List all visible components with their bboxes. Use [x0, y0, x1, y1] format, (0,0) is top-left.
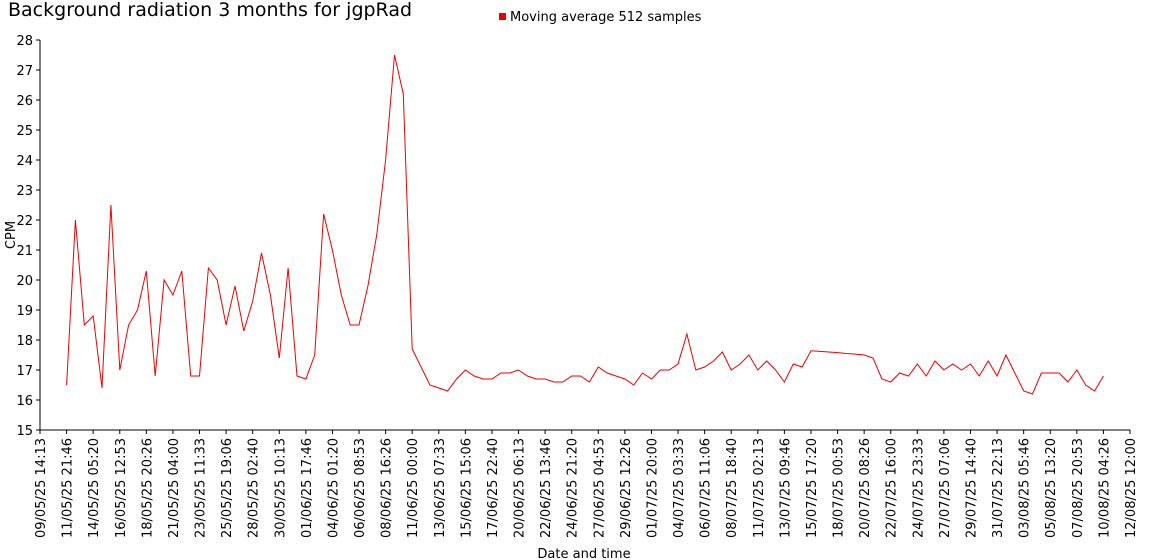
chart-title: Background radiation 3 months for jgpRad	[8, 0, 412, 21]
legend-label: Moving average 512 samples	[510, 10, 702, 25]
x-tick-label: 01/06/25 17:46	[300, 438, 315, 538]
y-tick-label: 23	[16, 184, 33, 199]
x-tick-label: 20/06/25 06:13	[513, 438, 528, 538]
x-tick-label: 25/05/25 19:06	[220, 438, 235, 538]
x-tick-label: 10/08/25 04:26	[1097, 438, 1112, 538]
x-tick-label: 15/07/25 17:20	[805, 438, 820, 538]
y-tick-label: 22	[16, 214, 33, 229]
x-tick-label: 11/06/25 00:00	[406, 438, 421, 538]
y-tick-label: 24	[16, 154, 33, 169]
y-tick-label: 21	[16, 244, 33, 259]
x-tick-label: 08/07/25 18:40	[725, 438, 740, 538]
y-tick-label: 20	[16, 274, 33, 289]
x-tick-label: 24/06/25 21:20	[566, 438, 581, 538]
x-tick-label: 23/05/25 11:33	[194, 438, 209, 538]
x-tick-label: 29/07/25 14:40	[964, 438, 979, 538]
y-tick-label: 28	[16, 34, 33, 49]
y-tick-label: 16	[16, 394, 33, 409]
x-tick-label: 11/05/25 21:46	[61, 438, 76, 538]
x-tick-label: 03/08/25 05:46	[1018, 438, 1033, 538]
x-tick-label: 06/07/25 11:06	[699, 438, 714, 538]
x-tick-label: 13/06/25 07:33	[433, 438, 448, 538]
y-tick-label: 26	[16, 94, 33, 109]
x-tick-label: 11/07/25 02:13	[752, 438, 767, 538]
x-tick-label: 16/05/25 12:53	[114, 438, 129, 538]
x-tick-label: 22/06/25 13:46	[539, 438, 554, 538]
x-tick-label: 30/05/25 10:13	[273, 438, 288, 538]
x-tick-label: 09/05/25 14:13	[34, 438, 49, 538]
x-tick-label: 05/08/25 13:20	[1044, 438, 1059, 538]
y-tick-label: 19	[16, 304, 33, 319]
x-tick-label: 07/08/25 20:53	[1071, 438, 1086, 538]
data-line	[66, 54, 1104, 395]
legend-swatch	[499, 13, 506, 20]
x-tick-label: 27/06/25 04:53	[592, 438, 607, 538]
y-tick-label: 15	[16, 424, 33, 439]
x-tick-label: 14/05/25 05:20	[87, 438, 102, 538]
y-tick-label: 18	[16, 334, 33, 349]
y-tick-label: 25	[16, 124, 33, 139]
x-tick-label: 27/07/25 07:06	[938, 438, 953, 538]
x-axis-label: Date and time	[537, 547, 630, 560]
x-tick-label: 06/06/25 08:53	[353, 438, 368, 538]
x-tick-label: 24/07/25 23:33	[911, 438, 926, 538]
x-tick-label: 04/06/25 01:20	[326, 438, 341, 538]
x-tick-label: 12/08/25 12:00	[1124, 438, 1139, 538]
x-tick-label: 31/07/25 22:13	[991, 438, 1006, 538]
x-tick-label: 28/05/25 02:40	[247, 438, 262, 538]
x-tick-label: 01/07/25 20:00	[645, 438, 660, 538]
x-tick-label: 15/06/25 15:06	[459, 438, 474, 538]
y-tick-label: 17	[16, 364, 33, 379]
x-tick-label: 20/07/25 08:26	[858, 438, 873, 538]
y-tick-label: 27	[16, 64, 33, 79]
x-tick-label: 17/06/25 22:40	[486, 438, 501, 538]
x-tick-label: 08/06/25 16:26	[380, 438, 395, 538]
x-tick-label: 29/06/25 12:26	[619, 438, 634, 538]
x-tick-label: 18/07/25 00:53	[832, 438, 847, 538]
x-tick-label: 22/07/25 16:00	[885, 438, 900, 538]
x-tick-label: 04/07/25 03:33	[672, 438, 687, 538]
y-axis-label: CPM	[4, 221, 19, 249]
x-tick-label: 18/05/25 20:26	[140, 438, 155, 538]
x-tick-label: 13/07/25 09:46	[778, 438, 793, 538]
x-tick-label: 21/05/25 04:00	[167, 438, 182, 538]
